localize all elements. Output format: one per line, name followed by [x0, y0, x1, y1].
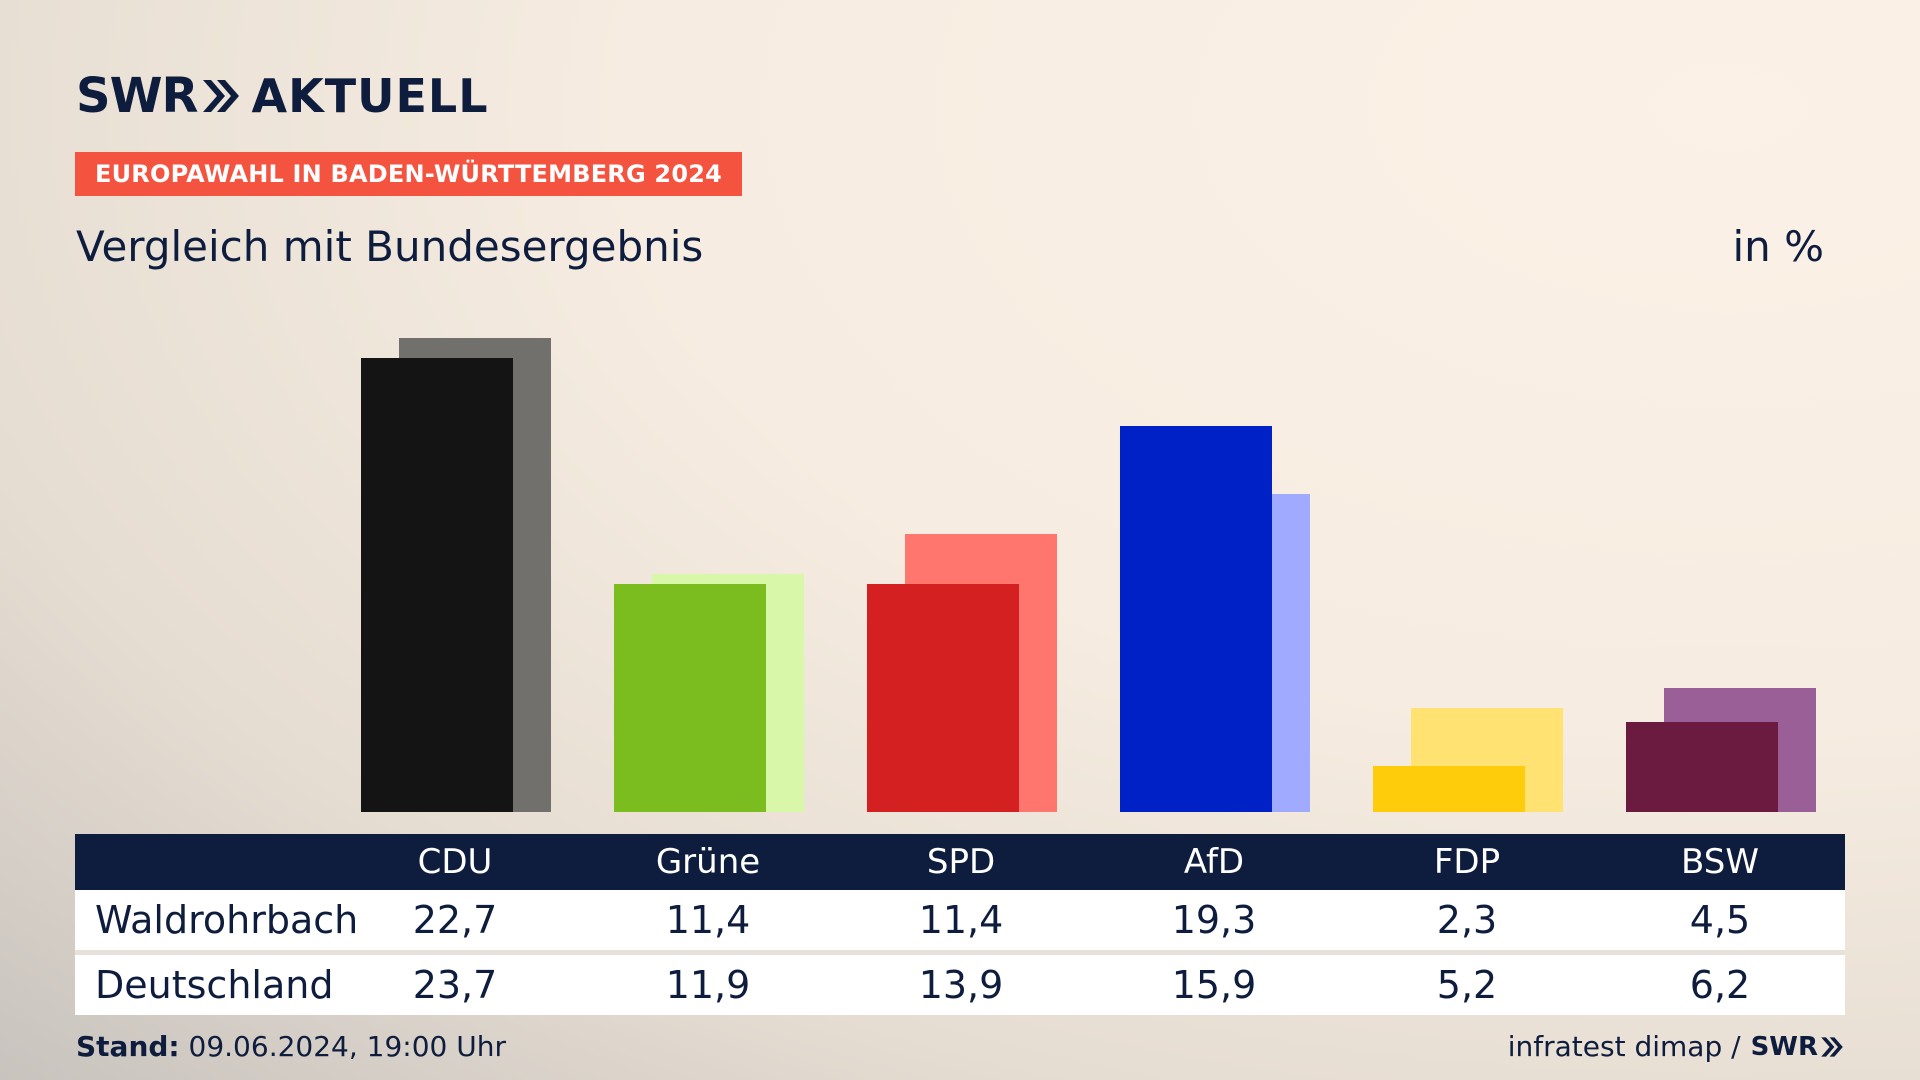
value-waldrohrbach-spd: 11,4	[918, 898, 1004, 942]
value-deutschland-afd: 15,9	[1171, 963, 1257, 1007]
column-header-fdp: FDP	[1433, 842, 1501, 882]
double-chevron-icon	[1821, 1036, 1843, 1057]
results-table: CDU Grüne SPD AfD FDP BSW Waldrohrbach 22,7 11…	[75, 834, 1845, 1015]
bar-waldrohrbach-gruene	[614, 584, 766, 812]
value-deutschland-spd: 13,9	[918, 963, 1004, 1007]
value-deutschland-cdu: 23,7	[412, 963, 498, 1007]
bar-waldrohrbach-bsw	[1626, 722, 1778, 812]
swr-mini-logo: SWR	[1751, 1032, 1844, 1062]
bar-waldrohrbach-afd	[1120, 426, 1272, 812]
table-row-waldrohrbach: Waldrohrbach 22,7 11,4 11,4 19,3 2,3 4,5	[75, 890, 1845, 955]
timestamp: Stand: 09.06.2024, 19:00 Uhr	[76, 1030, 506, 1063]
value-deutschland-fdp: 5,2	[1436, 963, 1498, 1007]
table-header: CDU Grüne SPD AfD FDP BSW	[75, 834, 1845, 890]
table-row-deutschland: Deutschland 23,7 11,9 13,9 15,9 5,2 6,2	[75, 955, 1845, 1015]
stand-label: Stand:	[76, 1030, 180, 1063]
column-header-bsw: BSW	[1681, 842, 1759, 882]
value-waldrohrbach-bsw: 4,5	[1689, 898, 1751, 942]
election-tag: EUROPAWAHL IN BADEN-WÜRTTEMBERG 2024	[75, 152, 743, 196]
logo-aktuell-text: AKTUELL	[251, 69, 489, 123]
stand-value: 09.06.2024, 19:00 Uhr	[188, 1030, 506, 1063]
column-header-gruene: Grüne	[655, 842, 761, 882]
swr-aktuell-logo: SWR AKTUELL	[76, 66, 489, 126]
column-header-spd: SPD	[926, 842, 996, 882]
column-header-afd: AfD	[1183, 842, 1245, 882]
source-text: infratest dimap /	[1507, 1030, 1741, 1063]
bar-waldrohrbach-cdu	[361, 358, 513, 812]
value-deutschland-gruene: 11,9	[665, 963, 751, 1007]
bar-waldrohrbach-fdp	[1373, 766, 1525, 812]
value-deutschland-bsw: 6,2	[1689, 963, 1751, 1007]
unit-label: in %	[1732, 222, 1824, 271]
double-chevron-icon	[203, 80, 240, 112]
column-header-cdu: CDU	[417, 842, 493, 882]
value-waldrohrbach-fdp: 2,3	[1436, 898, 1498, 942]
row-label-deutschland: Deutschland	[95, 963, 334, 1007]
logo-swr-text: SWR	[76, 68, 198, 124]
value-waldrohrbach-afd: 19,3	[1171, 898, 1257, 942]
chart-subtitle: Vergleich mit Bundesergebnis	[76, 222, 704, 271]
value-waldrohrbach-cdu: 22,7	[412, 898, 498, 942]
source-credit: infratest dimap / SWR	[1508, 1030, 1844, 1063]
value-waldrohrbach-gruene: 11,4	[665, 898, 751, 942]
row-label-waldrohrbach: Waldrohrbach	[95, 898, 359, 942]
bar-waldrohrbach-spd	[867, 584, 1019, 812]
swr-mini-logo-text: SWR	[1750, 1031, 1818, 1062]
